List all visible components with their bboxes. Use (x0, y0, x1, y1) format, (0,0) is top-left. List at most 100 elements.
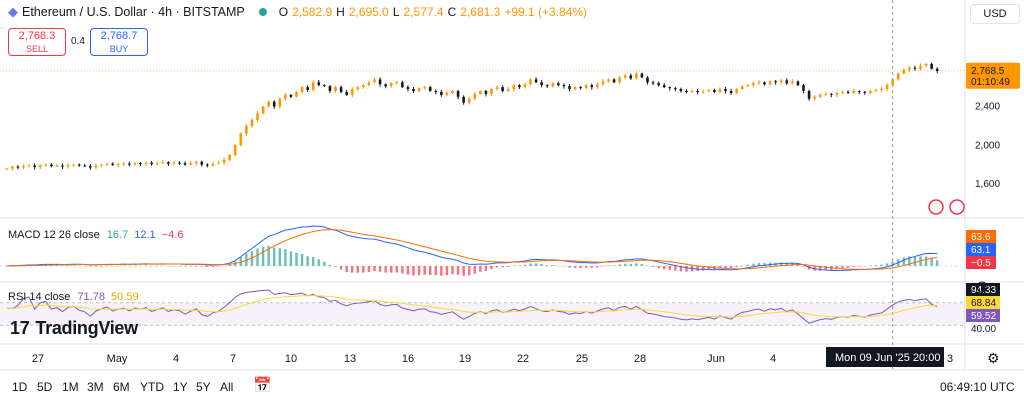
candle (635, 73, 638, 79)
candle (389, 83, 393, 87)
currency-button[interactable]: USD (970, 4, 1020, 24)
macd-value-2: 12.1 (134, 229, 156, 241)
time-tick-label: 4 (770, 353, 776, 365)
macd-histogram-bar (183, 266, 187, 267)
candle (512, 85, 516, 90)
candle (183, 163, 187, 165)
rsi-legend[interactable]: RSI 14 close 71.78 50.59 (8, 291, 139, 303)
candle (896, 73, 900, 80)
macd-histogram-bar (278, 248, 281, 266)
macd-histogram-bar (284, 249, 287, 266)
candle (11, 166, 14, 169)
macd-histogram-bar (724, 266, 727, 268)
candle (640, 73, 644, 78)
candle (451, 91, 454, 93)
news-flag-icon[interactable] (928, 199, 944, 215)
candle (540, 82, 543, 86)
crosshair-time-label: Mon 09 Jun '25 20:00 (835, 352, 940, 364)
buy-button[interactable]: 2,768.7 BUY (90, 28, 148, 56)
timeframe-all[interactable]: All (220, 380, 234, 394)
candle (601, 81, 605, 85)
high-value: 2,695.0 (348, 5, 389, 19)
candle (412, 89, 415, 91)
candle (506, 89, 510, 91)
timeframe-1y[interactable]: 1Y (173, 380, 188, 394)
candle (278, 98, 282, 107)
candle (406, 87, 410, 90)
candle (551, 83, 555, 87)
candle (607, 79, 610, 82)
macd-histogram-bar (685, 266, 688, 272)
candle (568, 86, 571, 90)
candle (311, 82, 315, 91)
macd-histogram-bar (718, 266, 722, 269)
candle (713, 90, 716, 92)
candle (434, 91, 438, 92)
candle (94, 165, 98, 168)
high-label: H (336, 5, 345, 19)
candle (930, 63, 933, 69)
candle (662, 85, 666, 88)
candle (89, 166, 92, 168)
macd-histogram-bar (144, 265, 148, 267)
candle (384, 84, 387, 87)
macd-legend[interactable]: MACD 12 26 close 16.7 12.1 −4.6 (8, 229, 183, 241)
candle (495, 87, 499, 90)
symbol-title[interactable]: Ethereum / U.S. Dollar · 4h · BITSTAMP (22, 5, 245, 19)
timeframe-5d[interactable]: 5D (37, 380, 53, 394)
macd-histogram-bar (484, 266, 488, 271)
candle (445, 92, 449, 95)
macd-histogram-bar (167, 265, 170, 267)
time-tick-label: 16 (402, 353, 414, 365)
settings-icon[interactable]: ⚙ (987, 350, 1000, 366)
timeframe-1d[interactable]: 1D (12, 380, 28, 394)
candle (518, 85, 521, 88)
timeframe-3m[interactable]: 3M (87, 380, 104, 394)
macd-histogram-bar (936, 260, 939, 266)
macd-histogram-bar (412, 266, 415, 276)
buy-price: 2,768.7 (100, 30, 138, 42)
macd-histogram-bar (100, 266, 103, 267)
macd-histogram-bar (178, 265, 181, 267)
news-flag-icon[interactable] (949, 199, 965, 215)
candle (651, 82, 655, 84)
calendar-icon[interactable]: 📅 (253, 377, 272, 394)
candle (869, 91, 872, 93)
candle (679, 89, 683, 91)
candle (774, 81, 777, 83)
timeframe-1m[interactable]: 1M (62, 380, 79, 394)
add-plus-icon[interactable] (976, 281, 988, 293)
candle (791, 81, 794, 84)
candle (501, 87, 504, 91)
macd-histogram-bar (351, 266, 354, 273)
candle (72, 164, 75, 166)
timeframe-6m[interactable]: 6M (113, 380, 130, 394)
candle (484, 91, 488, 94)
macd-histogram-bar (66, 265, 70, 266)
macd-histogram-bar (618, 264, 621, 266)
candle (690, 91, 694, 92)
candle (272, 101, 276, 107)
timeframe-ytd[interactable]: YTD (140, 380, 164, 394)
macd-histogram-bar (746, 264, 749, 266)
candle (696, 91, 699, 92)
low-label: L (392, 5, 400, 19)
timeframe-5y[interactable]: 5Y (196, 380, 211, 394)
macd-histogram-bar (880, 264, 883, 266)
candle (523, 84, 527, 88)
macd-histogram-bar (490, 266, 493, 270)
macd-histogram-bar (250, 250, 254, 266)
macd-histogram-bar (579, 266, 582, 269)
candle (657, 83, 660, 86)
candle (105, 163, 109, 165)
utc-clock[interactable]: 06:49:10 UTC (940, 380, 1015, 394)
macd-histogram-bar (557, 265, 560, 267)
market-open-icon (258, 8, 267, 16)
macd-histogram-bar (924, 256, 928, 266)
macd-histogram-bar (55, 265, 59, 266)
macd-histogram-bar (869, 265, 872, 267)
sell-button[interactable]: 2,768.3 SELL (8, 28, 66, 56)
candle (167, 162, 170, 164)
candle (306, 87, 309, 91)
